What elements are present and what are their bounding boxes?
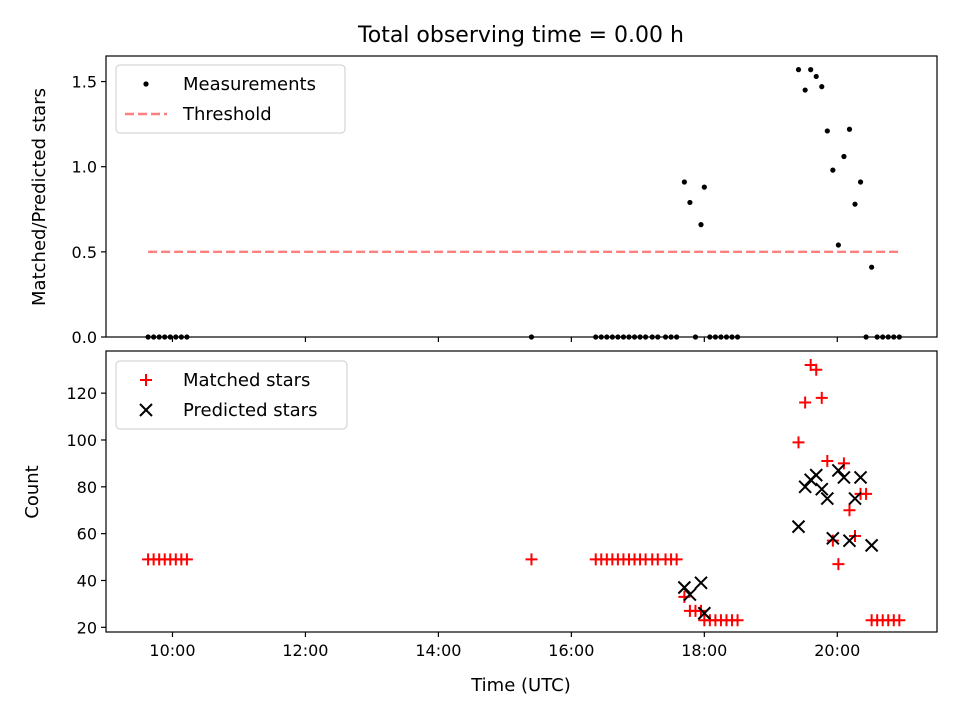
measurement-point (852, 201, 858, 207)
top-y-axis-label: Matched/Predicted stars (29, 88, 50, 306)
measurement-point (813, 73, 819, 80)
top-legend: Measurements Threshold (115, 64, 346, 134)
matched-star-point (525, 553, 538, 566)
bottom-y-tick-label: 120 (66, 384, 97, 403)
bottom-x-tick-label: 10:00 (149, 641, 195, 660)
measurement-point (687, 199, 693, 206)
predicted-star-point (820, 491, 835, 506)
matched-star-point (837, 457, 850, 470)
matched-legend-label: Matched stars (183, 370, 310, 391)
measurement-point (869, 264, 875, 270)
predicted-star-point (677, 580, 692, 595)
x-axis-label: Time (UTC) (470, 675, 571, 696)
top-y-tick-label: 0.5 (72, 243, 97, 262)
measurement-point (808, 67, 814, 73)
predicted-star-point (831, 463, 846, 478)
measurement-point (857, 179, 864, 185)
predicted-star-point (815, 482, 829, 496)
bottom-x-tick-label: 20:00 (814, 641, 860, 660)
predicted-star-point (683, 587, 697, 602)
top-y-tick-label: 0.0 (72, 328, 97, 347)
top-y-tick-label: 1.0 (72, 158, 97, 177)
figure-title: Total observing time = 0.00 h (357, 23, 684, 48)
predicted-star-point (837, 470, 851, 485)
matched-star-point (670, 553, 683, 566)
top-panel: 0.0 0.5 1.0 1.5 (72, 55, 938, 347)
matched-star-point (893, 614, 906, 627)
matched-star-point (843, 504, 856, 517)
measurement-point (802, 87, 808, 93)
predicted-star-point (694, 576, 708, 590)
predicted-star-point (853, 470, 868, 485)
predicted-star-point (791, 519, 806, 534)
measurement-point (824, 128, 830, 134)
measurement-point (795, 67, 802, 73)
top-axes-frame (105, 55, 938, 338)
bottom-axes-frame (105, 350, 938, 633)
bottom-x-tick-label: 18:00 (681, 641, 727, 660)
bottom-legend-box (115, 360, 348, 430)
measurement-point (835, 242, 841, 248)
measurement-point (819, 84, 825, 90)
matched-legend-marker (140, 374, 152, 386)
measurement-point (841, 153, 847, 160)
bottom-panel: 10:00 12:00 14:00 16:00 18:00 20:00 20 40 60 80 10… (66, 350, 938, 660)
matched-star-point (810, 363, 823, 376)
matched-star-point (826, 534, 839, 547)
bottom-y-tick-label: 40 (77, 571, 97, 590)
bottom-y-tick-label: 100 (66, 431, 97, 450)
measurements-legend-label: Measurements (183, 74, 316, 95)
predicted-star-point (809, 468, 823, 482)
matched-star-point (731, 614, 744, 627)
predicted-star-point (798, 480, 812, 494)
measurements-legend-marker (143, 81, 149, 87)
measurement-point (681, 179, 687, 185)
predicted-legend-marker (139, 403, 153, 417)
measurement-point (701, 184, 707, 190)
matched-star-point (792, 436, 805, 449)
matched-star-point (821, 455, 834, 468)
bottom-legend: Matched stars Predicted stars (115, 360, 348, 430)
bottom-x-tick-label: 14:00 (415, 641, 461, 660)
bottom-y-tick-label: 20 (77, 618, 97, 637)
matched-star-point (815, 391, 828, 404)
top-y-tick-label: 1.5 (72, 73, 97, 92)
bottom-y-tick-label: 80 (77, 478, 97, 497)
threshold-legend-label: Threshold (182, 104, 272, 125)
measurement-point (830, 167, 836, 173)
predicted-star-point (826, 531, 840, 546)
matched-star-point (860, 487, 873, 500)
predicted-star-point (697, 606, 712, 620)
predicted-star-point (864, 538, 879, 553)
predicted-star-point (848, 491, 862, 506)
predicted-legend-label: Predicted stars (183, 400, 317, 421)
matched-star-point (832, 558, 845, 571)
top-legend-box (115, 64, 346, 134)
matched-star-point (799, 396, 812, 409)
predicted-star-point (842, 533, 857, 548)
measurement-point (846, 126, 853, 132)
matched-star-point (180, 553, 193, 566)
bottom-y-tick-label: 60 (77, 525, 97, 544)
bottom-y-axis-label: Count (22, 465, 43, 518)
bottom-x-tick-label: 12:00 (282, 641, 328, 660)
measurement-point (698, 222, 704, 228)
bottom-x-tick-label: 16:00 (548, 641, 594, 660)
